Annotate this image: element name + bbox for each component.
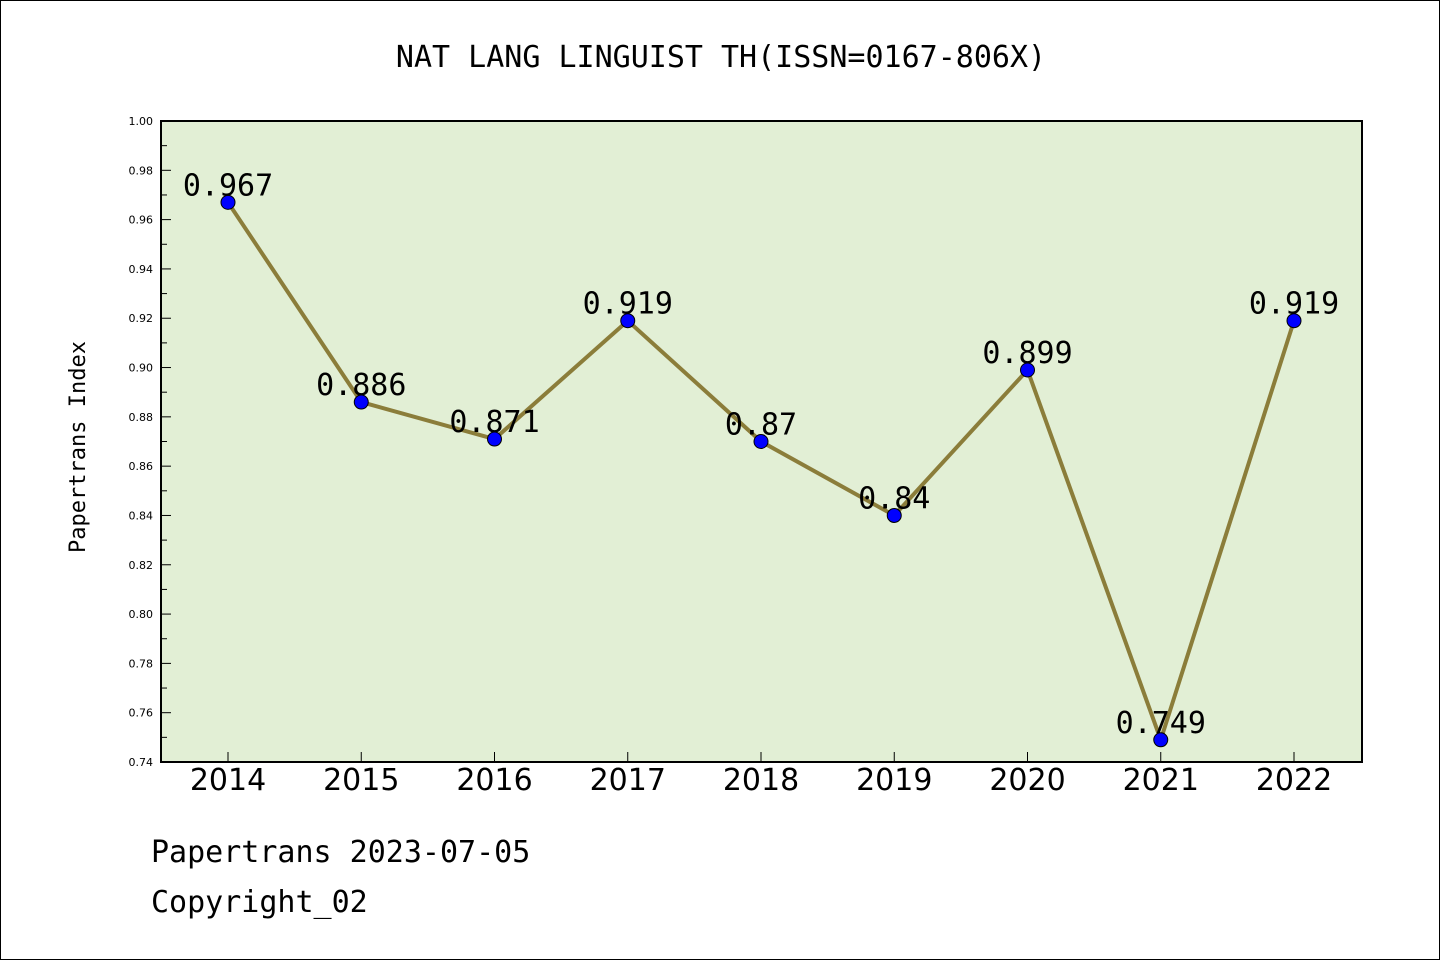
data-point [353, 394, 369, 410]
x-tick-label: 2018 [723, 763, 799, 798]
footer-date-text: Papertrans 2023-07-05 [151, 835, 531, 870]
data-label: 0.919 [583, 287, 673, 322]
data-point [220, 194, 236, 210]
data-label: 0.967 [183, 168, 273, 203]
chart-title: NAT LANG LINGUIST TH(ISSN=0167-806X) [396, 40, 1046, 75]
x-axis: 2014 2015 2016 2017 2018 2019 2020 2021 2022 [190, 752, 1332, 798]
y-tick-label: 1.00 [129, 115, 154, 128]
y-tick-label: 0.76 [129, 707, 154, 720]
y-tick-label: 0.86 [129, 460, 154, 473]
y-tick-label: 0.90 [129, 362, 154, 375]
y-tick-label: 0.94 [129, 263, 154, 276]
data-point [753, 434, 769, 449]
data-point [886, 507, 902, 523]
x-tick-label: 2022 [1256, 763, 1332, 798]
x-tick-label: 2017 [590, 763, 666, 798]
y-tick-label: 0.84 [129, 509, 154, 522]
y-tick-label: 0.82 [129, 559, 154, 572]
x-tick-label: 2019 [856, 763, 932, 798]
y-axis: 0.74 0.76 0.78 0.80 0.82 0.84 0.86 0.88 0.90 0.92… [129, 115, 171, 769]
y-tick-label: 0.92 [129, 312, 154, 325]
data-labels: 0.967 0.886 0.871 0.919 0.87 0.84 0.899 0.749 0.… [183, 168, 1339, 740]
data-label: 0.87 [725, 408, 797, 443]
data-label: 0.871 [449, 405, 539, 440]
data-point [1020, 362, 1035, 378]
data-label: 0.919 [1249, 287, 1339, 322]
data-label: 0.899 [982, 336, 1072, 371]
data-point [620, 313, 636, 329]
x-tick-label: 2014 [190, 763, 266, 798]
data-label: 0.886 [316, 368, 406, 403]
x-tick-label: 2016 [456, 763, 532, 798]
footer-copyright-text: Copyright_02 [151, 885, 368, 920]
x-tick-label: 2015 [323, 763, 399, 798]
y-tick-label: 0.88 [129, 411, 154, 424]
y-tick-label: 0.78 [129, 657, 154, 670]
x-tick-label: 2021 [1123, 763, 1199, 798]
y-tick-label: 0.96 [129, 214, 154, 227]
data-point [487, 431, 502, 447]
data-point [1286, 313, 1302, 329]
y-tick-label: 0.80 [129, 608, 154, 621]
x-tick-label: 2020 [989, 763, 1065, 798]
y-axis-label: Papertrans Index [66, 341, 91, 553]
data-label: 0.749 [1116, 706, 1206, 741]
series-layer [220, 194, 1302, 748]
data-point [1153, 732, 1169, 748]
y-tick-label: 0.98 [129, 164, 154, 177]
data-label: 0.84 [858, 481, 930, 516]
y-tick-label: 0.74 [129, 756, 154, 769]
